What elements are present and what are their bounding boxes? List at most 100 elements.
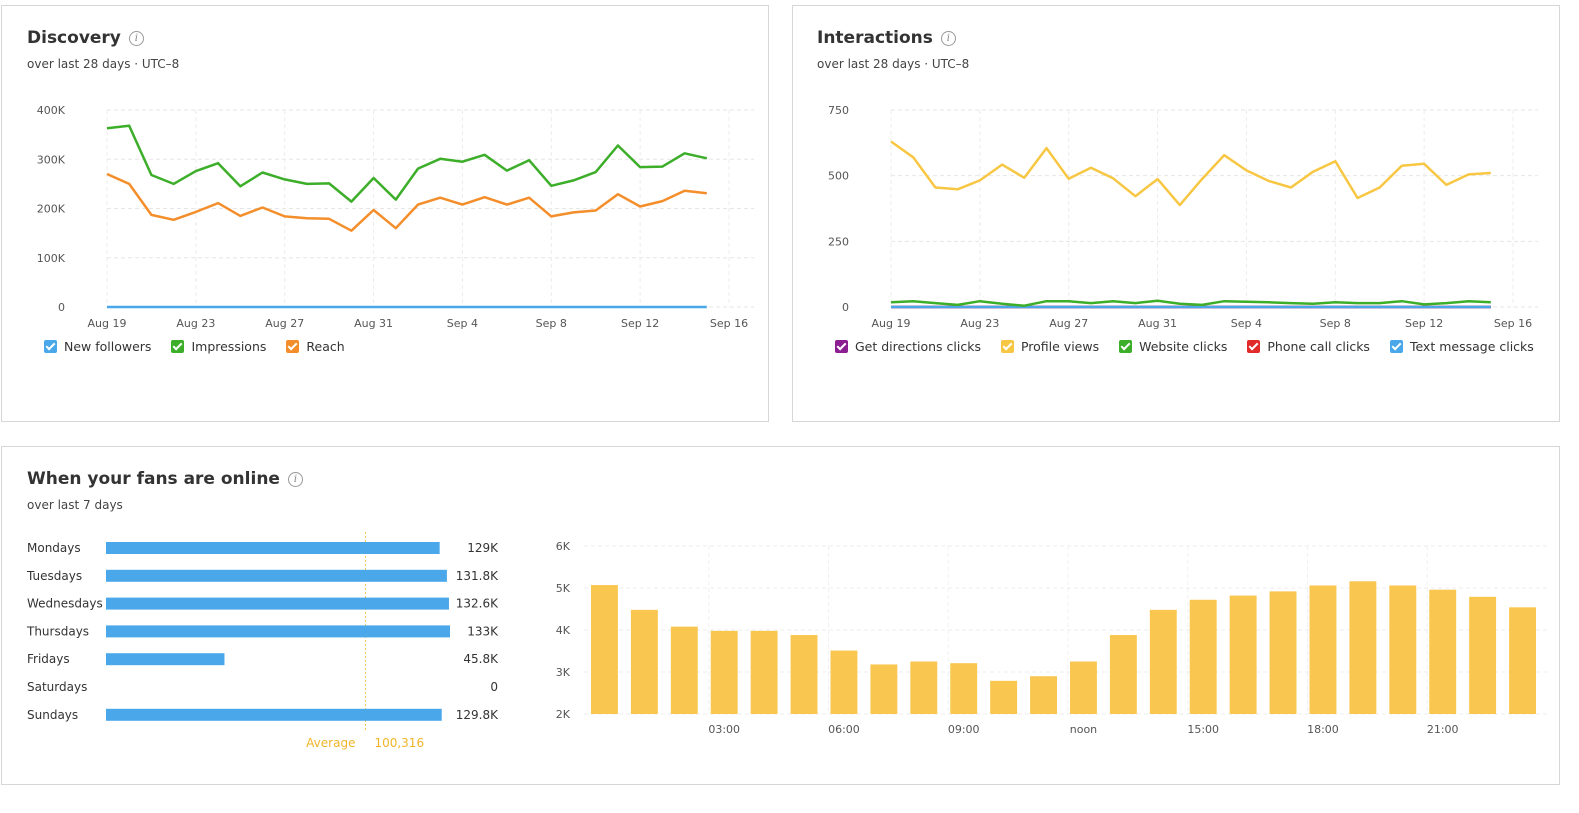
discovery-subtitle: over last 28 days · UTC–8 <box>27 57 180 71</box>
x-tick-label: Sep 16 <box>1494 317 1532 330</box>
x-tick-label: Sep 12 <box>621 317 659 330</box>
hour-bar <box>750 630 778 714</box>
fans-by-hour-chart: 2K 3K 4K 5K 6K 03:00 06:00 09:00 noon 15:00 18:00 2… <box>556 540 1547 736</box>
legend-item[interactable]: Get directions clicks <box>835 339 981 354</box>
x-tick-label: Aug 19 <box>88 317 127 330</box>
x-tick-label: Sep 4 <box>447 317 478 330</box>
legend-label: Text message clicks <box>1409 339 1534 354</box>
day-value-label: 131.8K <box>456 569 499 583</box>
checkbox-icon[interactable] <box>835 340 848 353</box>
fans-by-day-chart: Mondays 129K Tuesdays 131.8K Wednesdays 132.6… <box>26 532 499 750</box>
legend-label: Profile views <box>1020 339 1100 354</box>
hour-bar <box>990 680 1018 714</box>
x-tick-label: Aug 23 <box>960 317 999 330</box>
discovery-title: Discovery i <box>27 28 144 48</box>
legend-item[interactable]: Text message clicks <box>1389 339 1534 354</box>
series-line <box>890 140 1491 207</box>
legend-item[interactable]: Profile views <box>1000 339 1100 354</box>
fans-title: When your fans are online i <box>27 469 303 489</box>
hour-bar <box>1309 585 1337 714</box>
fans-online-card: When your fans are online i over last 7 d… <box>1 446 1560 785</box>
fans-title-text: When your fans are online <box>27 469 280 489</box>
series-line <box>890 299 1491 307</box>
checkbox-icon[interactable] <box>286 340 300 353</box>
checkbox-icon[interactable] <box>44 340 57 353</box>
info-icon[interactable]: i <box>287 472 303 487</box>
x-tick-label: Aug 31 <box>354 317 393 330</box>
legend-item[interactable]: Phone call clicks <box>1247 339 1370 354</box>
hour-bar <box>1429 589 1457 714</box>
x-tick-label: Sep 8 <box>1320 317 1351 330</box>
day-label: Saturdays <box>27 680 87 694</box>
hour-bar <box>1509 607 1536 714</box>
fans-subtitle: over last 7 days <box>27 498 123 512</box>
day-label: Sundays <box>27 708 78 722</box>
x-tick-label: 03:00 <box>708 723 740 736</box>
legend-item[interactable]: Impressions <box>171 339 266 354</box>
day-value-label: 0 <box>490 680 498 694</box>
hour-bar <box>1030 676 1057 714</box>
day-value-label: 133K <box>467 624 499 638</box>
y-tick-label: 200K <box>37 203 66 216</box>
legend-label: New followers <box>64 339 152 354</box>
legend-item[interactable]: New followers <box>44 339 151 354</box>
day-value-label: 132.6K <box>456 597 499 611</box>
y-tick-label: 3K <box>556 666 571 679</box>
x-tick-label: 09:00 <box>948 723 980 736</box>
info-icon[interactable]: i <box>940 31 956 46</box>
checkbox-icon[interactable] <box>1389 340 1403 353</box>
x-tick-label: Sep 12 <box>1405 317 1443 330</box>
checkbox-icon[interactable] <box>1119 340 1133 353</box>
x-tick-label: Aug 23 <box>176 317 215 330</box>
interactions-card: Interactions i over last 28 days · UTC–8 … <box>792 5 1560 422</box>
x-tick-label: Sep 16 <box>710 317 748 330</box>
hour-bar <box>1469 596 1497 714</box>
x-tick-label: 18:00 <box>1307 723 1339 736</box>
hour-bar <box>950 663 978 714</box>
x-tick-label: Aug 27 <box>1049 317 1088 330</box>
checkbox-icon[interactable] <box>1000 340 1014 353</box>
info-icon[interactable]: i <box>128 31 144 46</box>
hour-bar <box>1229 595 1257 714</box>
interactions-subtitle: over last 28 days · UTC–8 <box>817 57 970 71</box>
x-tick-label: Sep 8 <box>536 317 567 330</box>
x-tick-label: Aug 27 <box>265 317 304 330</box>
day-bar <box>106 708 442 721</box>
y-tick-label: 0 <box>842 301 849 314</box>
hour-bar <box>670 626 698 714</box>
day-bar <box>106 569 447 582</box>
legend-label: Website clicks <box>1139 339 1228 354</box>
y-tick-label: 4K <box>556 624 571 637</box>
legend-label: Reach <box>306 339 345 354</box>
day-bar <box>106 542 440 554</box>
legend-item[interactable]: Reach <box>286 339 345 354</box>
day-bar <box>106 653 225 666</box>
day-label: Thursdays <box>26 624 89 638</box>
x-tick-label: noon <box>1070 723 1097 736</box>
interactions-title-text: Interactions <box>817 28 933 48</box>
legend-label: Impressions <box>191 339 267 354</box>
hour-bar <box>790 635 818 714</box>
x-tick-label: Aug 19 <box>872 317 911 330</box>
hour-bar <box>910 661 938 714</box>
day-bar <box>106 597 449 610</box>
day-label: Wednesdays <box>27 597 103 611</box>
hour-bar <box>1189 599 1217 714</box>
day-label: Fridays <box>27 652 70 666</box>
hour-bar <box>591 585 618 714</box>
day-value-label: 129K <box>467 541 499 555</box>
hour-bar <box>1070 661 1097 714</box>
x-tick-label: 06:00 <box>828 723 860 736</box>
interactions-legend: Get directions clicks Profile views Websit… <box>835 339 1554 354</box>
legend-item[interactable]: Website clicks <box>1119 339 1227 354</box>
y-tick-label: 0 <box>58 301 65 314</box>
checkbox-icon[interactable] <box>1247 340 1261 353</box>
y-tick-label: 300K <box>37 153 66 166</box>
checkbox-icon[interactable] <box>171 340 185 353</box>
hour-bar <box>1109 635 1137 714</box>
average-value: 100,316 <box>374 736 424 750</box>
discovery-chart: 0 100K 200K 300K 400K Aug 19 Aug 23 Aug 27 Aug 3… <box>37 104 754 330</box>
day-label: Mondays <box>27 541 81 555</box>
y-tick-label: 250 <box>828 235 849 248</box>
y-tick-label: 2K <box>556 708 571 721</box>
